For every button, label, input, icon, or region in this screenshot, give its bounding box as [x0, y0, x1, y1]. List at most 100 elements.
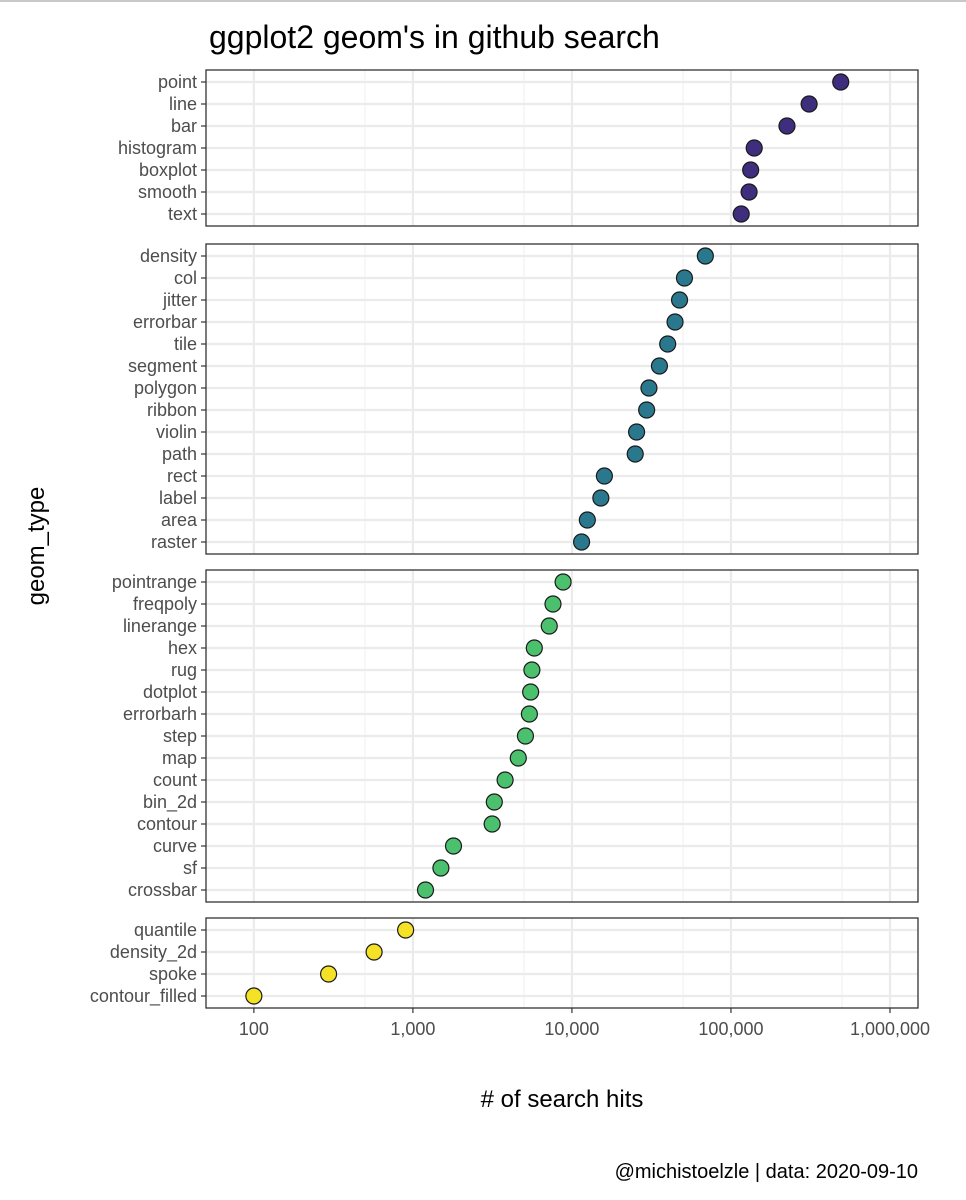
y-tick-label-count: count	[153, 770, 197, 790]
point-sf	[432, 859, 450, 877]
point-quantile	[397, 921, 415, 939]
y-tick-label-step: step	[163, 726, 197, 746]
y-tick-label-smooth: smooth	[138, 182, 197, 202]
x-tick-label: 100,000	[698, 1019, 763, 1039]
y-tick-label-area: area	[161, 510, 198, 530]
y-tick-label-pointrange: pointrange	[112, 572, 197, 592]
facet-panel-3: pointrangefreqpolylinerangehexrugdotplot…	[112, 569, 919, 903]
point-pointrange	[554, 573, 572, 591]
y-tick-label-path: path	[162, 444, 197, 464]
y-tick-label-errorbar: errorbar	[133, 312, 197, 332]
point-smooth	[740, 183, 758, 201]
point-ribbon	[638, 401, 656, 419]
point-contour	[483, 815, 501, 833]
point-boxplot	[742, 161, 760, 179]
panel-border	[205, 69, 919, 227]
point-histogram	[745, 139, 763, 157]
point-count	[496, 771, 514, 789]
point-line	[800, 95, 818, 113]
x-tick-label: 1,000,000	[850, 1019, 930, 1039]
y-tick-label-freqpoly: freqpoly	[133, 594, 197, 614]
y-tick-label-crossbar: crossbar	[128, 880, 197, 900]
point-map	[509, 749, 527, 767]
y-tick-label-density_2d: density_2d	[110, 942, 197, 963]
panel-gridlines	[206, 918, 918, 1008]
point-spoke	[319, 965, 338, 983]
chart-caption: @michistoelzle | data: 2020-09-10	[615, 1161, 918, 1183]
panel-border	[205, 243, 919, 555]
panel-gridlines	[206, 570, 918, 902]
point-bin_2d	[485, 793, 503, 811]
y-tick-label-line: line	[169, 94, 197, 114]
panel-background	[206, 244, 918, 554]
y-tick-label-spoke: spoke	[149, 964, 197, 984]
y-tick-label-contour: contour	[137, 814, 197, 834]
y-tick-label-rug: rug	[171, 660, 197, 680]
point-jitter	[670, 291, 689, 309]
y-tick-label-raster: raster	[151, 532, 197, 552]
panel-border	[205, 569, 919, 903]
point-area	[578, 511, 596, 529]
x-tick-label: 10,000	[544, 1019, 599, 1039]
top-border-line	[0, 0, 966, 2]
point-text	[732, 205, 750, 223]
y-tick-label-errorbarh: errorbarh	[123, 704, 197, 724]
panel-background	[206, 918, 918, 1008]
y-tick-label-tile: tile	[174, 334, 197, 354]
point-hex	[525, 639, 543, 657]
point-path	[626, 445, 644, 463]
y-tick-label-hex: hex	[168, 638, 197, 658]
point-linerange	[540, 617, 558, 635]
chart-title: ggplot2 geom's in github search	[209, 19, 660, 55]
y-tick-label-sf: sf	[183, 858, 198, 878]
y-tick-label-boxplot: boxplot	[139, 160, 197, 180]
y-tick-label-map: map	[162, 748, 197, 768]
y-tick-label-rect: rect	[167, 466, 197, 486]
point-point	[832, 73, 850, 91]
point-freqpoly	[544, 595, 562, 613]
y-tick-label-curve: curve	[153, 836, 197, 856]
y-tick-label-bin_2d: bin_2d	[143, 792, 197, 813]
y-tick-label-density: density	[140, 246, 197, 266]
x-axis: 100 1,000 10,000 100,000 1,000,000	[239, 1008, 930, 1039]
point-segment	[650, 357, 669, 375]
point-violin	[627, 423, 646, 441]
panel-gridlines	[206, 244, 918, 554]
y-tick-label-polygon: polygon	[134, 378, 197, 398]
point-crossbar	[416, 881, 435, 899]
point-contour_filled	[245, 987, 263, 1005]
point-errorbarh	[520, 705, 538, 723]
y-tick-label-bar: bar	[171, 116, 197, 136]
facet-panel-2: densitycoljittererrorbartilesegmentpolyg…	[128, 243, 919, 555]
y-tick-label-linerange: linerange	[123, 616, 197, 636]
panel-gridlines	[206, 70, 918, 226]
x-tick-label: 100	[239, 1019, 269, 1039]
y-tick-label-histogram: histogram	[118, 138, 197, 158]
point-rect	[595, 467, 613, 485]
x-tick-label: 1,000	[390, 1019, 435, 1039]
y-tick-label-text: text	[168, 204, 197, 224]
y-tick-label-jitter: jitter	[162, 290, 197, 310]
panel-border	[205, 917, 919, 1009]
y-tick-label-col: col	[174, 268, 197, 288]
y-tick-label-dotplot: dotplot	[143, 682, 197, 702]
point-label	[592, 489, 610, 507]
y-tick-label-segment: segment	[128, 356, 197, 376]
point-curve	[444, 837, 463, 855]
point-step	[516, 727, 535, 745]
y-tick-label-ribbon: ribbon	[147, 400, 197, 420]
point-rug	[523, 661, 541, 679]
y-axis-title: geom_type	[23, 487, 50, 606]
point-errorbar	[666, 313, 684, 331]
y-tick-label-contour_filled: contour_filled	[90, 986, 197, 1007]
point-dotplot	[522, 683, 540, 701]
x-axis-title: # of search hits	[481, 1086, 644, 1113]
point-density	[696, 247, 714, 265]
point-raster	[572, 533, 591, 551]
point-polygon	[640, 379, 658, 397]
y-tick-label-label: label	[159, 488, 197, 508]
